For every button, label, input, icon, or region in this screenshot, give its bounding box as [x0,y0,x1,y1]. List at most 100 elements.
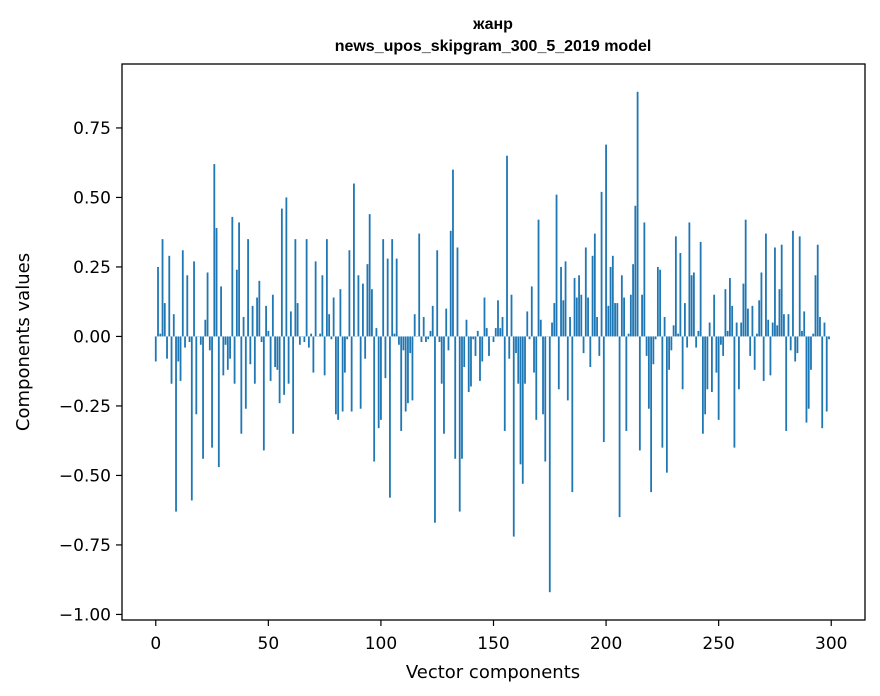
bar [314,261,317,337]
bar [166,336,168,359]
bar [375,328,378,337]
bar [256,297,258,337]
bar [670,336,673,351]
bars-group [154,91,830,593]
bar [193,261,195,337]
bar [627,333,630,337]
bar [199,336,202,345]
bar [206,272,209,337]
x-tick-label: 0 [150,634,161,654]
bar [402,336,405,351]
bar [544,336,547,462]
bar [789,336,792,351]
bar [470,336,472,387]
bar [632,264,634,337]
bar [274,336,276,368]
bar [569,316,571,337]
x-axis-label: Vector components [406,662,580,683]
bar [154,336,157,362]
bar [566,336,569,401]
bar [298,336,301,345]
bar [251,305,254,337]
bar [625,336,628,431]
bar [593,233,596,337]
bar [609,266,612,337]
bar [812,333,815,337]
bar [377,336,380,429]
bar [537,219,540,337]
chart-title: жанр [472,16,513,33]
bar [677,333,680,337]
bar [690,275,693,337]
bar [699,241,702,337]
bar [177,336,180,362]
bar [260,336,263,342]
bar [454,336,457,459]
bar [582,336,585,354]
bar [395,258,398,337]
bar [731,305,734,337]
bar [413,314,416,337]
bar [629,294,632,337]
bar [652,336,655,365]
y-axis-label: Components values [13,253,34,431]
bar [350,336,353,412]
bar [323,336,326,376]
bar [294,239,297,337]
y-tick-label: 0.25 [73,258,111,278]
bar [519,336,522,465]
bar [456,247,459,337]
bar [787,314,790,337]
bar [242,316,245,337]
bar [440,336,443,384]
bar [515,336,517,354]
bar [305,239,308,337]
bar [740,322,743,337]
bar [476,330,479,337]
bar [380,336,382,420]
y-tick-label: 0.00 [73,327,111,347]
bar [348,250,351,337]
bar [578,275,580,337]
bar [362,283,364,337]
bar [497,300,499,337]
bar [805,336,808,423]
bar [472,336,475,340]
bar [825,336,828,412]
bar [344,336,346,373]
bar [159,333,162,337]
bar [738,336,740,390]
bar [186,275,189,337]
bar [742,283,745,337]
chart-subtitle: news_upos_skipgram_300_5_2019 model [335,38,652,55]
bar [458,336,461,512]
bar [222,336,225,376]
bar [346,336,349,340]
bar [753,336,756,370]
y-tick-label: 0.50 [73,188,111,208]
bar [697,330,700,337]
bar [735,322,738,337]
bar [461,336,463,459]
bar [202,336,204,459]
bar [334,336,337,415]
bar [708,322,711,337]
bar [636,91,639,337]
bar [801,330,803,337]
bar [600,191,603,337]
bar [373,336,376,462]
bar [774,247,776,337]
bar [391,239,394,337]
x-tick-label: 250 [702,634,734,654]
bar [555,194,558,337]
bar [607,305,610,337]
bar [179,336,182,381]
bar [488,336,490,356]
bar [258,280,261,337]
bar [785,336,788,431]
bar [760,272,763,337]
bar [226,336,229,370]
bar [249,336,252,365]
bar [278,336,281,404]
bar [720,336,722,345]
